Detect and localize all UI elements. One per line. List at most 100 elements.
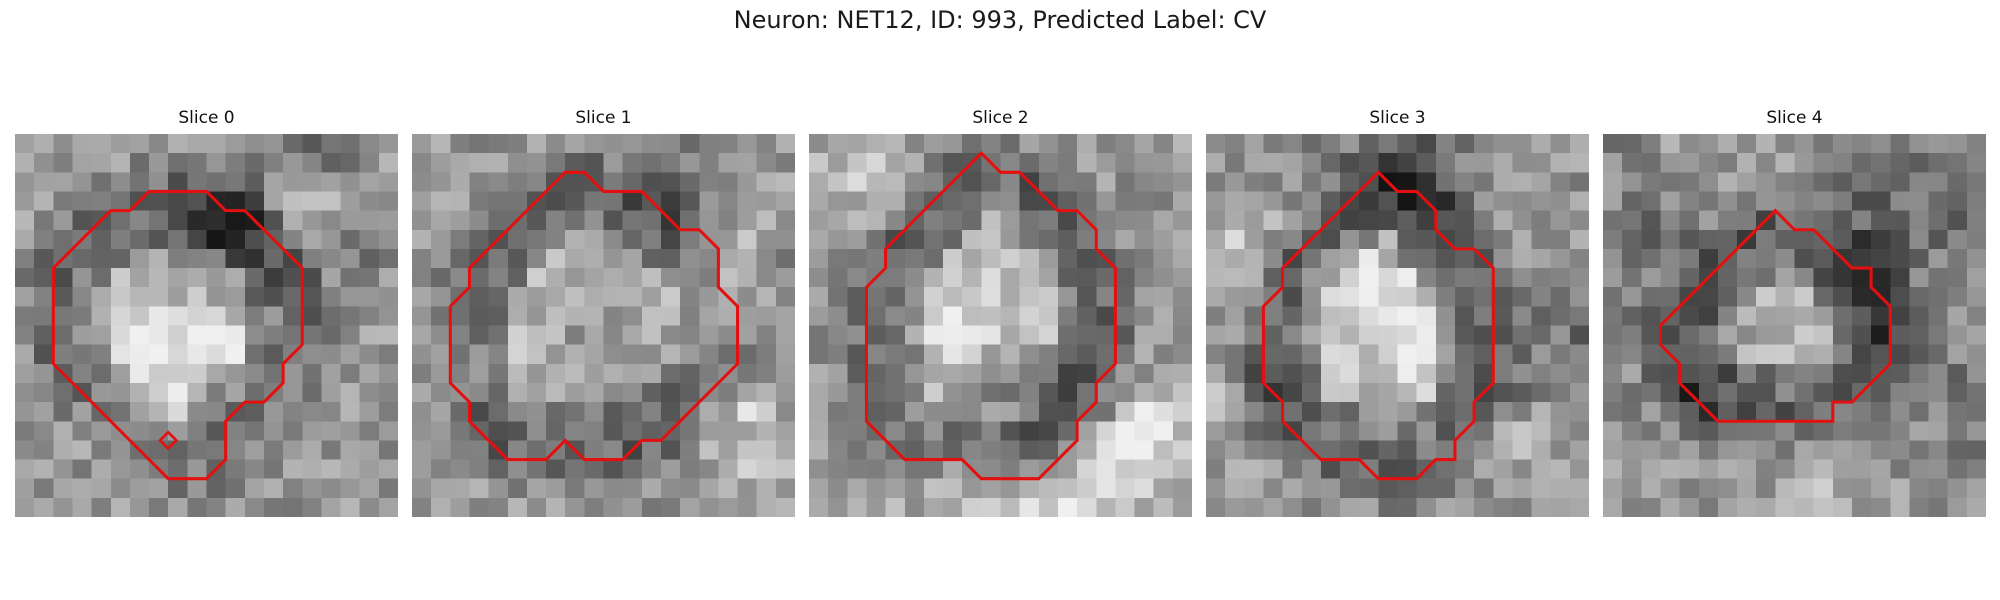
image-pixel: [283, 363, 303, 384]
image-pixel: [206, 287, 227, 307]
image-pixel: [412, 402, 432, 422]
image-pixel: [321, 382, 341, 403]
image-pixel: [1454, 268, 1475, 288]
image-pixel: [737, 325, 758, 346]
image-pixel: [1550, 153, 1571, 173]
image-pixel: [412, 248, 432, 269]
image-pixel: [943, 497, 963, 517]
image-pixel: [1679, 402, 1700, 422]
image-pixel: [1115, 172, 1135, 192]
image-pixel: [904, 440, 925, 460]
image-pixel: [718, 268, 738, 288]
image-pixel: [1225, 382, 1245, 403]
image-pixel: [1832, 402, 1853, 422]
image-pixel: [1698, 172, 1719, 192]
image-pixel: [828, 268, 848, 288]
image-pixel: [149, 363, 169, 384]
image-pixel: [225, 382, 246, 403]
image-pixel: [168, 287, 188, 307]
image-pixel: [110, 478, 131, 499]
image-pixel: [1737, 268, 1757, 288]
image-pixel: [1966, 459, 1986, 480]
image-pixel: [1359, 363, 1379, 384]
image-pixel: [412, 306, 432, 326]
image-pixel: [622, 229, 643, 250]
image-pixel: [828, 402, 848, 422]
image-pixel: [1320, 459, 1341, 480]
image-pixel: [1737, 497, 1757, 517]
image-pixel: [775, 191, 795, 211]
image-pixel: [1263, 172, 1283, 192]
image-pixel: [943, 268, 963, 288]
image-pixel: [1474, 172, 1494, 192]
image-pixel: [660, 172, 681, 192]
image-pixel: [1569, 440, 1589, 460]
image-pixel: [1813, 478, 1834, 499]
image-pixel: [1038, 306, 1059, 326]
image-pixel: [321, 344, 341, 365]
image-pixel: [1737, 287, 1757, 307]
image-pixel: [1871, 248, 1891, 269]
image-pixel: [1378, 134, 1398, 154]
image-pixel: [1531, 344, 1552, 365]
image-pixel: [507, 363, 528, 384]
image-pixel: [904, 287, 925, 307]
image-pixel: [1301, 402, 1322, 422]
image-pixel: [1206, 459, 1226, 480]
image-pixel: [565, 382, 585, 403]
image-pixel: [1378, 440, 1398, 460]
image-pixel: [1019, 440, 1040, 460]
image-pixel: [603, 268, 624, 288]
image-pixel: [1717, 306, 1738, 326]
image-pixel: [1531, 440, 1552, 460]
image-pixel: [149, 172, 169, 192]
image-pixel: [1679, 478, 1700, 499]
image-pixel: [469, 306, 489, 326]
image-pixel: [641, 268, 662, 288]
image-pixel: [1340, 459, 1360, 480]
image-pixel: [1474, 440, 1494, 460]
image-pixel: [847, 287, 867, 307]
image-pixel: [1813, 497, 1834, 517]
image-pixel: [263, 172, 284, 192]
image-pixel: [1832, 268, 1853, 288]
image-pixel: [809, 172, 829, 192]
image-pixel: [340, 497, 361, 517]
image-pixel: [450, 248, 470, 269]
image-pixel: [1435, 306, 1456, 326]
image-pixel: [1966, 153, 1986, 173]
image-pixel: [1603, 287, 1623, 307]
image-pixel: [34, 172, 54, 192]
image-pixel: [1359, 325, 1379, 346]
image-pixel: [1359, 497, 1379, 517]
image-pixel: [1947, 287, 1968, 307]
image-pixel: [1813, 153, 1834, 173]
image-pixel: [1909, 153, 1929, 173]
image-pixel: [584, 191, 604, 211]
image-pixel: [1172, 172, 1192, 192]
image-pixel: [1622, 325, 1642, 346]
image-pixel: [1474, 287, 1494, 307]
image-pixel: [1737, 248, 1757, 269]
image-pixel: [1153, 306, 1174, 326]
image-pixel: [378, 153, 398, 173]
image-pixel: [283, 497, 303, 517]
image-pixel: [1397, 344, 1418, 365]
image-pixel: [847, 344, 867, 365]
image-pixel: [756, 248, 777, 269]
image-pixel: [1794, 172, 1815, 192]
image-pixel: [866, 402, 886, 422]
image-pixel: [641, 382, 662, 403]
image-pixel: [1698, 191, 1719, 211]
image-pixel: [1871, 268, 1891, 288]
image-pixel: [603, 382, 624, 403]
image-pixel: [1115, 306, 1135, 326]
image-pixel: [1019, 363, 1040, 384]
image-pixel: [1172, 382, 1192, 403]
image-pixel: [1756, 248, 1776, 269]
image-pixel: [962, 172, 982, 192]
image-pixel: [622, 172, 643, 192]
image-pixel: [584, 268, 604, 288]
image-pixel: [603, 497, 624, 517]
image-pixel: [1225, 344, 1245, 365]
